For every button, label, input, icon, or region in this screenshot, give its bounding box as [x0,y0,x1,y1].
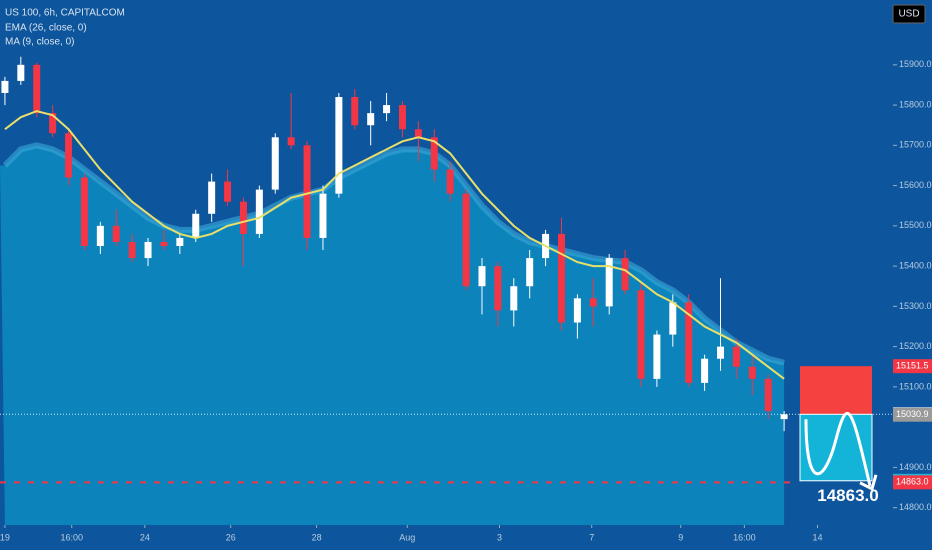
candle-body [557,233,565,323]
candle-body [176,237,184,246]
x-tick-label: 16:00 [60,532,83,542]
y-tick-label: 14900.0 [899,462,932,472]
projection-curve [804,412,872,487]
candle-body [446,169,454,194]
candle-body [701,358,709,383]
x-tick-label: 26 [226,532,236,542]
candle-body [748,366,756,379]
projection-arrow [859,474,878,491]
candle-body [65,133,73,178]
y-tick-label: 15400.0 [899,260,932,270]
candle-body [462,193,470,287]
y-tick-label: 15300.0 [899,301,932,311]
chart-title: US 100, 6h, CAPITALCOM [5,8,125,19]
candle-body [637,290,645,379]
candle-body [112,225,120,242]
y-tick-label: 15100.0 [899,381,932,391]
candle-body [351,97,359,126]
x-tick-label: 19 [0,532,10,542]
x-tick-label: 16:00 [733,532,756,542]
ma-line [2,142,785,366]
legend-ma: MA (9, close, 0) [5,37,74,48]
candle-body [510,286,518,311]
y-tick-label: 15600.0 [899,180,932,190]
legend-ema: EMA (26, close, 0) [5,23,87,34]
candle-body [160,241,168,246]
candle-body [96,225,104,246]
y-tick-label: 15800.0 [899,99,932,109]
candle-body [49,113,57,134]
x-tick-label: 24 [140,532,150,542]
currency-button[interactable] [892,4,926,24]
price-label: 14863.0 [896,477,929,487]
candle-body [128,241,136,259]
candle-body [383,105,391,114]
x-tick-label: 28 [312,532,322,542]
price-label: 15030.9 [896,409,929,419]
candle-body [224,181,232,202]
candle-body [287,137,295,146]
y-tick-label: 15500.0 [899,220,932,230]
candle-body [653,334,661,379]
candle-body [494,266,502,311]
y-tick-label: 15900.0 [899,59,932,69]
y-tick-label: 15200.0 [899,341,932,351]
candle-body [764,378,772,412]
candle-body [780,414,788,420]
candle-body [208,181,216,214]
candle-body [685,302,693,383]
currency-label[interactable]: USD [898,9,919,20]
candle-body [239,201,247,234]
candle-body [478,266,486,287]
ema-line [4,110,785,380]
candle-body [669,302,677,335]
candle-body [271,137,279,190]
candle-body [335,97,343,194]
candle-body [414,129,422,138]
candle-body [526,258,534,287]
candle-body [33,64,41,114]
candle-body [589,298,597,307]
candle-body [367,113,375,126]
candle-body [573,298,581,323]
candle-body [319,193,327,238]
candle-body [17,64,25,81]
candle-body [605,258,613,307]
candle-body [717,346,725,359]
candle-body [430,137,438,170]
candle-body [80,177,88,246]
price-label-box [893,407,932,422]
y-tick-label: 14800.0 [899,502,932,512]
y-tick-label: 15700.0 [899,140,932,150]
price-label: 15151.5 [896,361,929,371]
candle-body [144,241,152,259]
price-label-box [893,475,932,490]
candle-body [1,80,9,94]
price-label-box [893,359,932,374]
candle-body [255,189,263,234]
x-tick-label: 14 [812,532,822,542]
x-tick-label: Aug [399,532,415,542]
candle-body [621,258,629,291]
x-tick-label: 3 [497,532,502,542]
target-text: 14863.0 [817,486,878,505]
risk-box [800,366,872,415]
candle-body [732,346,740,367]
candle-body [398,105,406,130]
x-tick-label: 9 [678,532,683,542]
x-tick-label: 7 [589,532,594,542]
candle-body [303,145,311,238]
candle-body [192,213,200,238]
